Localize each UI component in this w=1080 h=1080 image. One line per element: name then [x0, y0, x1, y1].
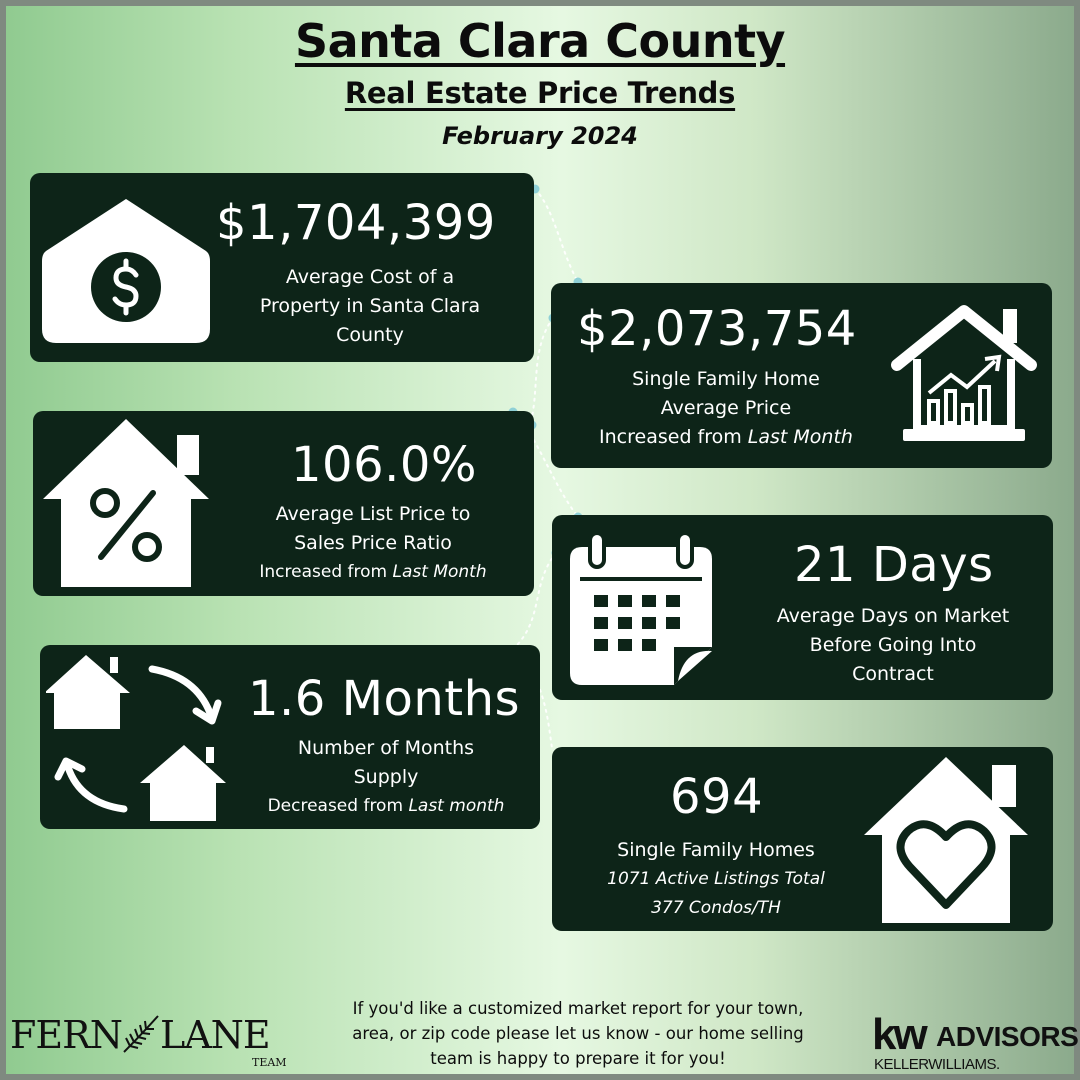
footer-line1: If you'd like a customized market report…: [352, 999, 804, 1018]
card-sfh-count: 694 Single Family Homes 1071 Active List…: [552, 747, 1053, 931]
sfh-count-value: 694: [670, 769, 764, 825]
days-line2: Before Going Into: [809, 634, 977, 656]
days-line3: Contract: [852, 663, 934, 685]
average-cost-line1: Average Cost of a: [285, 266, 455, 288]
card-list-price-ratio: 106.0% Average List Price to Sales Price…: [33, 411, 534, 596]
kw-logo: kw: [872, 1010, 928, 1059]
list-ratio-line3: Increased from Last Month: [259, 562, 487, 582]
card-sfh-average-price: $2,073,754 Single Family Home Average Pr…: [551, 283, 1052, 468]
house-exchange-icon: [46, 655, 226, 821]
footer-message: If you'd like a customized market report…: [318, 996, 838, 1071]
sfh-count-line1: Single Family Homes: [617, 839, 815, 861]
sfh-count-description: Single Family Homes 1071 Active Listings…: [566, 836, 866, 923]
sfh-price-line3: Increased from Last Month: [599, 426, 853, 448]
fern-leaf-icon: [123, 1015, 159, 1053]
sfh-count-line3: 377 Condos/TH: [651, 898, 781, 918]
fern-lane-logo-word1: FERN: [10, 1013, 123, 1057]
card-days-on-market: 21 Days Average Days on Market Before Go…: [552, 515, 1053, 700]
average-cost-line2: Property in Santa Clara: [259, 295, 481, 317]
card-average-cost: $1,704,399 Average Cost of a Property in…: [30, 173, 534, 362]
average-cost-value: $1,704,399: [216, 195, 496, 251]
days-line1: Average Days on Market: [776, 605, 1010, 627]
keller-williams-label: KELLERWILLIAMS.: [874, 1056, 1000, 1073]
fern-lane-logo: FERN LANE: [10, 1013, 271, 1057]
sfh-price-line1: Single Family Home: [632, 368, 820, 390]
house-dollar-icon: [42, 199, 210, 343]
list-ratio-value: 106.0%: [291, 437, 478, 493]
list-ratio-description: Average List Price to Sales Price Ratio …: [223, 500, 523, 587]
report-date: February 2024: [442, 122, 638, 150]
days-description: Average Days on Market Before Going Into…: [748, 602, 1038, 689]
days-value: 21 Days: [794, 537, 994, 593]
sfh-price-value: $2,073,754: [577, 301, 857, 357]
average-cost-description: Average Cost of a Property in Santa Clar…: [230, 263, 510, 350]
house-percent-icon: [43, 419, 209, 587]
house-chart-icon: [891, 305, 1037, 441]
advisors-logo-text: ADVISORS: [936, 1021, 1079, 1052]
fern-lane-logo-word2: LANE: [159, 1013, 271, 1057]
list-ratio-line1: Average List Price to: [275, 503, 471, 525]
footer-line2: area, or zip code please let us know - o…: [352, 1024, 804, 1043]
calendar-icon: [570, 531, 712, 685]
average-cost-line3: County: [336, 324, 404, 346]
sfh-price-description: Single Family Home Average Price Increas…: [561, 365, 891, 452]
fern-lane-team-label: TEAM: [252, 1056, 287, 1069]
page-title: Santa Clara County: [294, 14, 786, 68]
card-months-supply: 1.6 Months Number of Months Supply Decre…: [40, 645, 540, 829]
supply-line2: Supply: [353, 766, 419, 788]
supply-value: 1.6 Months: [248, 671, 521, 727]
sfh-price-line2: Average Price: [660, 397, 792, 419]
supply-description: Number of Months Supply Decreased from L…: [236, 734, 536, 821]
footer-line3: team is happy to prepare it for you!: [430, 1049, 726, 1068]
supply-line1: Number of Months: [297, 737, 475, 759]
list-ratio-line2: Sales Price Ratio: [294, 532, 452, 554]
house-heart-icon: [864, 757, 1028, 923]
sfh-count-line2: 1071 Active Listings Total: [607, 869, 825, 889]
page-subtitle: Real Estate Price Trends: [344, 76, 736, 110]
supply-line3: Decreased from Last month: [267, 796, 505, 816]
